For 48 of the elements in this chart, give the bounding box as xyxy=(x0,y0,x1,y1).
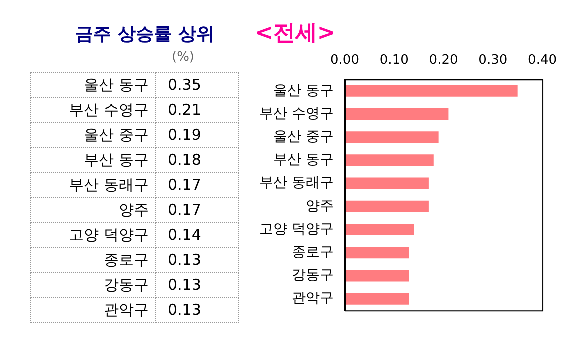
y-tick-label: 관악구 xyxy=(292,290,334,307)
text: 금주 상승률 상위 xyxy=(74,23,216,46)
bar xyxy=(345,178,429,190)
data-label: 0.35 xyxy=(156,72,238,98)
data-label: 0.17 xyxy=(156,198,238,222)
y-tick-label: 부산 동래구 xyxy=(260,175,334,192)
bar xyxy=(345,108,449,120)
x-tick-label: 0.30 xyxy=(478,53,508,68)
bar xyxy=(345,200,429,212)
category-label: 부산 동구 xyxy=(84,150,149,168)
data-label: 0.17 xyxy=(156,172,238,198)
category-label: 관악구 xyxy=(104,300,149,318)
category-label: 종로구 xyxy=(104,250,149,268)
category-label: 부산 수영구 xyxy=(69,100,149,118)
data-label: 0.13 xyxy=(156,248,238,272)
chart-subtitle: <전세> xyxy=(255,20,336,48)
data-label: 0.13 xyxy=(156,272,238,298)
category-label: 양주 xyxy=(119,200,149,218)
text: (%) xyxy=(172,50,194,65)
data-label: 0.18 xyxy=(156,148,238,172)
bar xyxy=(345,293,410,305)
x-tick-label: 0.10 xyxy=(380,53,409,68)
y-tick-label: 고양 덕양구 xyxy=(260,221,334,238)
y-tick-label: 종로구 xyxy=(292,244,334,260)
category-label: 울산 동구 xyxy=(84,76,149,94)
bar xyxy=(345,85,518,97)
bar xyxy=(345,224,414,236)
data-label: 0.13 xyxy=(156,298,238,322)
x-tick-label: 0.20 xyxy=(429,53,458,68)
y-tick-label: 울산 중구 xyxy=(274,128,334,145)
y-tick-label: 양주 xyxy=(306,198,334,214)
bar xyxy=(345,270,410,282)
y-tick-label: 부산 수영구 xyxy=(260,106,334,122)
x-tick-label: 0.00 xyxy=(330,53,360,68)
category-label: 울산 중구 xyxy=(84,126,149,144)
category-label: 강동구 xyxy=(104,276,149,294)
data-label: 0.19 xyxy=(156,122,238,148)
category-label: 부산 동래구 xyxy=(69,176,149,194)
x-tick-label: 0.40 xyxy=(528,53,558,68)
bar xyxy=(345,154,434,166)
y-tick-label: 울산 동구 xyxy=(274,82,334,99)
data-label: 0.21 xyxy=(156,98,238,122)
data-label: 0.14 xyxy=(156,222,238,248)
bar xyxy=(345,132,439,144)
y-tick-label: 부산 동구 xyxy=(274,152,334,168)
bar xyxy=(345,247,410,259)
category-label: 고양 덕양구 xyxy=(69,226,149,244)
y-tick-label: 강동구 xyxy=(292,268,334,284)
